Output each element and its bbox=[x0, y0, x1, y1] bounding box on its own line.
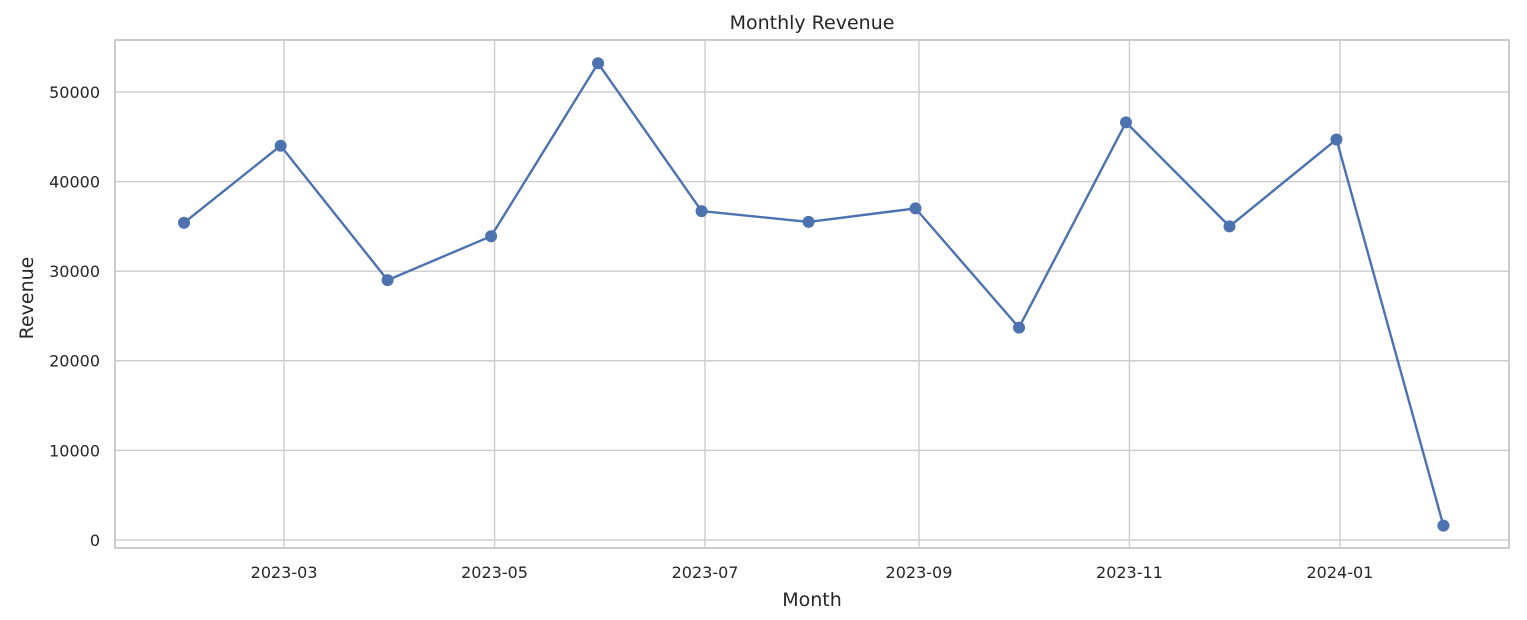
grid-lines bbox=[115, 40, 1509, 548]
data-point-8 bbox=[1013, 321, 1026, 334]
x-axis-label: Month bbox=[782, 589, 842, 611]
data-point-10 bbox=[1223, 220, 1236, 233]
plot-frame bbox=[114, 39, 1510, 549]
series-layer bbox=[178, 57, 1450, 532]
data-point-5 bbox=[695, 205, 708, 218]
data-point-11 bbox=[1330, 133, 1343, 146]
x-tick-label-3: 2023-09 bbox=[886, 563, 953, 582]
data-point-9 bbox=[1119, 116, 1132, 129]
data-point-12 bbox=[1437, 519, 1450, 532]
data-point-3 bbox=[485, 230, 498, 243]
y-tick-label-5: 50000 bbox=[49, 83, 100, 102]
x-tick-label-4: 2023-11 bbox=[1096, 563, 1163, 582]
y-axis-label: Revenue bbox=[16, 257, 38, 340]
data-point-0 bbox=[178, 216, 191, 229]
y-tick-label-1: 10000 bbox=[49, 441, 100, 460]
data-point-7 bbox=[909, 202, 922, 215]
tick-labels: 2023-03 2023-05 2023-07 2023-09 2023-11 2024-… bbox=[49, 83, 1373, 582]
y-tick-label-4: 40000 bbox=[49, 173, 100, 192]
data-point-2 bbox=[381, 274, 394, 287]
data-point-6 bbox=[802, 215, 815, 228]
x-tick-label-1: 2023-05 bbox=[461, 563, 528, 582]
chart-title: Monthly Revenue bbox=[730, 12, 895, 34]
series-line-0 bbox=[183, 62, 1445, 526]
y-tick-label-3: 30000 bbox=[49, 262, 100, 281]
data-point-1 bbox=[274, 139, 287, 152]
y-tick-label-0: 0 bbox=[90, 531, 100, 550]
x-tick-label-0: 2023-03 bbox=[251, 563, 318, 582]
y-tick-label-2: 20000 bbox=[49, 352, 100, 371]
data-point-4 bbox=[592, 57, 605, 70]
x-tick-label-2: 2023-07 bbox=[672, 563, 739, 582]
x-tick-label-5: 2024-01 bbox=[1306, 563, 1373, 582]
